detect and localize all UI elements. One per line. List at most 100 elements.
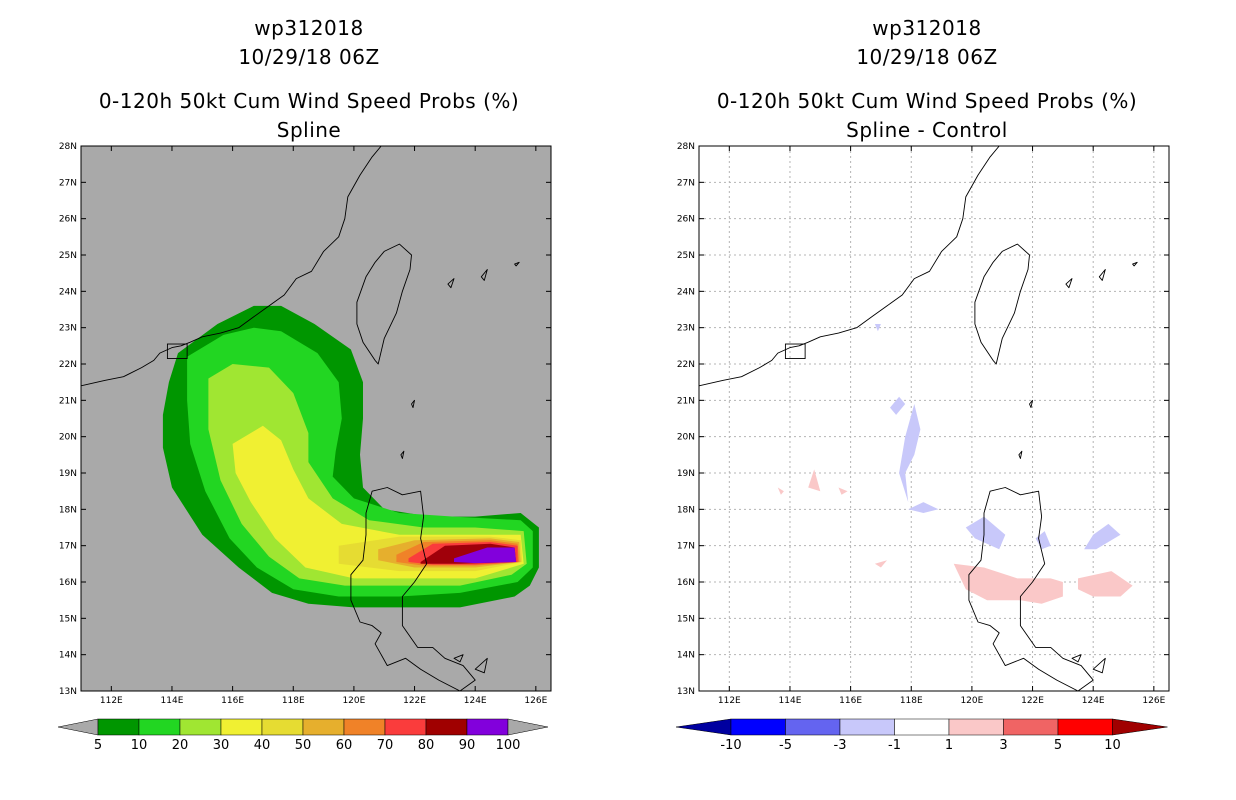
right-colorbar-label: -3: [834, 738, 847, 753]
right-colorbar-under-arrow: [675, 718, 732, 736]
right-colorbar-swatch: [894, 718, 950, 736]
left-y-tick-label: 22N: [59, 360, 77, 370]
right-colorbar-label: -1: [888, 738, 901, 753]
right-x-tick-label: 126E: [1142, 696, 1165, 706]
left-colorbar-swatch: [138, 718, 181, 736]
left-colorbar-label: 70: [377, 738, 394, 753]
left-x-tick-label: 112E: [100, 696, 123, 706]
right-y-tick-label: 16N: [677, 578, 695, 588]
right-y-tick-label: 15N: [677, 614, 695, 624]
right-island: [1029, 399, 1033, 409]
left-chart-subtitle: Spline: [276, 118, 342, 142]
right-chart-title: 0-120h 50kt Cum Wind Speed Probs (%): [716, 89, 1138, 113]
right-y-tick-label: 27N: [677, 178, 695, 188]
left-x-tick-label: 120E: [342, 696, 365, 706]
right-colorbar-label: 3: [999, 738, 1007, 753]
right-contour--3--1: [1084, 523, 1121, 550]
left-y-tick-label: 14N: [59, 651, 77, 661]
left-colorbar-label: 80: [418, 738, 435, 753]
left-colorbar-swatch: [97, 718, 140, 736]
left-island: [474, 657, 488, 674]
left-x-tick-label: 124E: [464, 696, 487, 706]
right-colorbar-label: -5: [779, 738, 792, 753]
right-colorbar-label: 10: [1104, 738, 1121, 753]
left-coastline-china: [81, 146, 382, 387]
right-x-tick-label: 120E: [960, 696, 983, 706]
left-y-tick-label: 19N: [59, 469, 77, 479]
left-y-tick-label: 28N: [59, 142, 77, 152]
right-x-tick-label: 112E: [718, 696, 741, 706]
left-colorbar-swatch: [384, 718, 427, 736]
left-y-tick-label: 27N: [59, 178, 77, 188]
right-colorbar-swatch: [730, 718, 786, 736]
right-x-tick-label: 116E: [839, 696, 862, 706]
left-x-tick-label: 126E: [524, 696, 547, 706]
left-colorbar-swatch: [220, 718, 263, 736]
left-chart-title: 0-120h 50kt Cum Wind Speed Probs (%): [98, 89, 520, 113]
right-y-tick-label: 26N: [677, 215, 695, 225]
left-colorbar-label: 90: [459, 738, 476, 753]
right-contour-1-3: [1078, 571, 1133, 597]
right-y-tick-label: 22N: [677, 360, 695, 370]
right-y-tick-label: 18N: [677, 505, 695, 515]
left-x-tick-label: 118E: [282, 696, 305, 706]
left-contour-90-100: [454, 547, 517, 564]
right-island: [1092, 657, 1106, 674]
right-plot-background: [699, 146, 1169, 691]
left-y-tick-label: 15N: [59, 614, 77, 624]
right-island: [1071, 654, 1082, 663]
right-y-tick-label: 23N: [677, 324, 695, 334]
left-colorbar-swatch: [466, 718, 509, 736]
left-x-tick-label: 116E: [221, 696, 244, 706]
left-colorbar-swatch: [261, 718, 304, 736]
right-contour--3--1: [890, 396, 906, 415]
right-colorbar-over-arrow: [1112, 718, 1168, 736]
left-colorbar-swatch: [343, 718, 386, 736]
left-colorbar-swatch: [179, 718, 222, 736]
right-chart-subtitle: Spline - Control: [846, 118, 1008, 142]
left-x-tick-label: 114E: [161, 696, 184, 706]
right-colorbar-label: 5: [1054, 738, 1062, 753]
left-y-tick-label: 18N: [59, 505, 77, 515]
left-colorbar-label: 40: [254, 738, 271, 753]
right-plot-frame: [698, 145, 1170, 692]
right-island: [1132, 261, 1138, 267]
right-storm-id: wp312018: [872, 16, 982, 40]
left-colorbar-under-arrow: [57, 718, 99, 736]
left-island: [447, 278, 455, 289]
left-plot-area: [81, 146, 539, 691]
right-colorbar-swatch: [948, 718, 1004, 736]
left-plot-frame: [80, 145, 552, 692]
right-coastline-china: [699, 146, 1000, 387]
right-island: [1018, 450, 1023, 459]
left-storm-id: wp312018: [254, 16, 364, 40]
right-plot-area: [699, 146, 1169, 691]
left-y-tick-label: 21N: [59, 396, 77, 406]
right-contour-1-3: [777, 487, 784, 495]
right-x-tick-label: 114E: [779, 696, 802, 706]
left-colorbar-label: 100: [496, 738, 521, 753]
right-x-tick-label: 118E: [900, 696, 923, 706]
right-x-tick-label: 122E: [1021, 696, 1044, 706]
right-contour-1-3: [838, 487, 848, 495]
right-island: [1065, 278, 1073, 289]
right-y-tick-label: 17N: [677, 542, 695, 552]
left-colorbar-label: 20: [172, 738, 189, 753]
right-chart-panel: wp312018 10/29/18 06Z 0-120h 50kt Cum Wi…: [618, 0, 1236, 800]
left-y-tick-label: 26N: [59, 215, 77, 225]
right-contour-1-3: [808, 469, 821, 492]
right-x-tick-label: 124E: [1082, 696, 1105, 706]
right-contour--3--1: [908, 502, 939, 513]
left-colorbar-over-arrow: [507, 718, 549, 736]
right-colorbar-swatch: [839, 718, 895, 736]
left-island: [480, 269, 488, 281]
right-contour--3--1: [965, 516, 1006, 550]
left-y-tick-label: 17N: [59, 542, 77, 552]
left-colorbar-label: 30: [213, 738, 230, 753]
left-chart-panel: wp312018 10/29/18 06Z 0-120h 50kt Cum Wi…: [57, 16, 552, 753]
left-colorbar-swatch: [302, 718, 345, 736]
right-colorbar-label: -10: [720, 738, 741, 753]
right-contour--3--1: [874, 324, 881, 332]
left-coastline-luzon: [350, 487, 476, 691]
right-island: [1098, 269, 1106, 281]
